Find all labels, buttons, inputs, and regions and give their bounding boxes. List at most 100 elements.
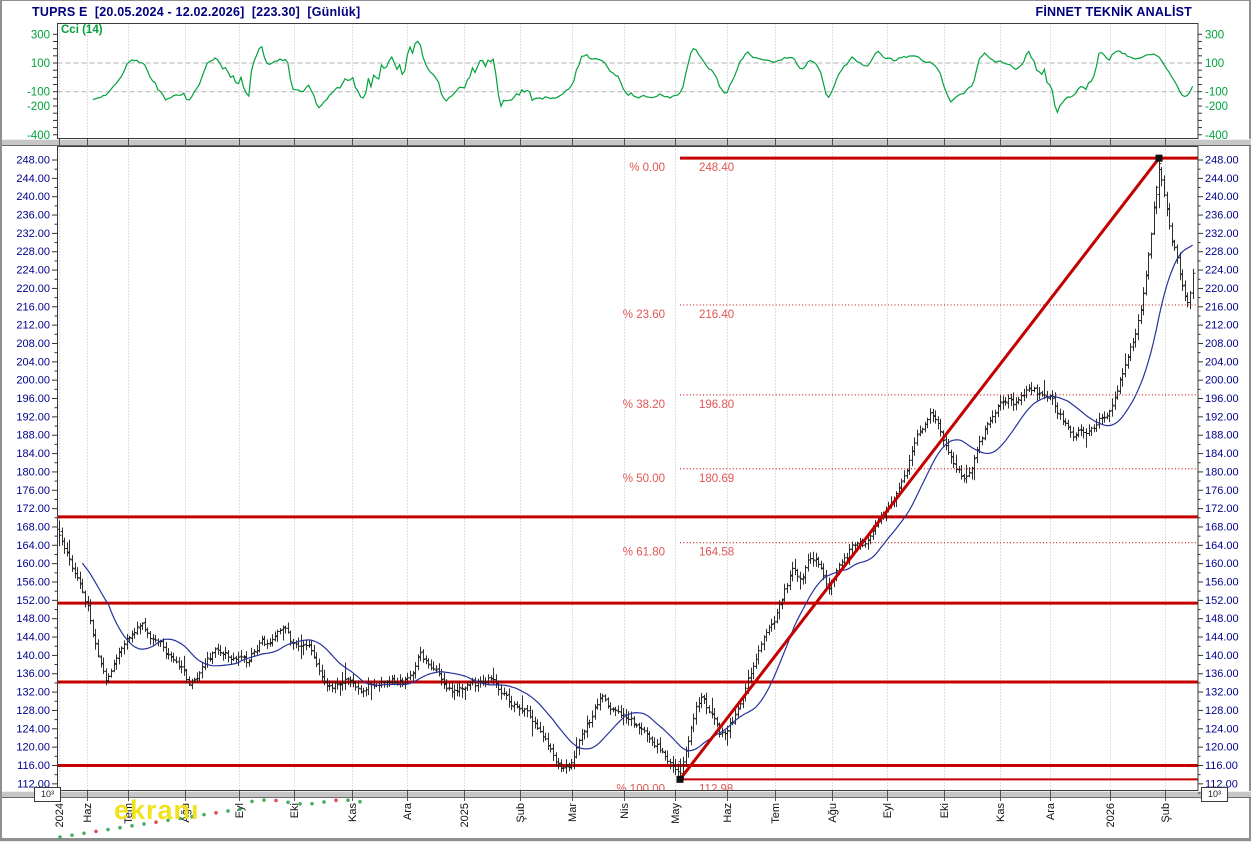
price-axis-label-left: 184.00 bbox=[16, 448, 50, 460]
price-axis-label-left: 132.00 bbox=[16, 687, 50, 699]
price-axis-label-right: 116.00 bbox=[1205, 760, 1238, 772]
app-title: FİNNET TEKNİK ANALİST bbox=[1035, 4, 1192, 19]
x-axis-label: Kas bbox=[995, 803, 1007, 822]
x-axis-label: Nis bbox=[619, 803, 631, 819]
x-axis-label: May bbox=[670, 803, 682, 824]
price-axis-label-left: 240.00 bbox=[16, 191, 50, 203]
trend-endpoint-marker[interactable] bbox=[1155, 154, 1163, 162]
x-axis-label: Tem bbox=[123, 803, 135, 824]
price-axis-label-right: 152.00 bbox=[1205, 595, 1239, 607]
cci-axis-label-right: -200 bbox=[1205, 101, 1228, 113]
price-axis-label-left: 196.00 bbox=[16, 393, 50, 405]
fib-percent-label: % 61.80 bbox=[623, 547, 665, 559]
price-axis-label-right: 180.00 bbox=[1205, 466, 1239, 478]
price-axis-label-left: 172.00 bbox=[16, 503, 50, 515]
price-axis-label-left: 232.00 bbox=[16, 228, 50, 240]
price-axis-label-right: 244.00 bbox=[1205, 173, 1239, 185]
cci-axis-label-left: 100 bbox=[31, 58, 50, 70]
price-axis-label-left: 180.00 bbox=[16, 466, 50, 478]
moving-average-line[interactable] bbox=[81, 244, 1193, 752]
x-axis-label: Tem bbox=[770, 803, 782, 824]
price-axis-label-left: 144.00 bbox=[16, 632, 50, 644]
price-axis-label-right: 136.00 bbox=[1205, 668, 1239, 680]
panel-splitter[interactable] bbox=[2, 139, 1251, 146]
x-axis-label: Mar bbox=[567, 803, 579, 822]
x-axis-label: 2025 bbox=[459, 803, 471, 827]
price-axis-label-right: 124.00 bbox=[1205, 723, 1239, 735]
fib-percent-label: % 50.00 bbox=[623, 473, 665, 485]
price-axis-label-left: 156.00 bbox=[16, 577, 50, 589]
watermark-dot bbox=[58, 835, 62, 839]
price-axis-label-left: 224.00 bbox=[16, 265, 50, 277]
price-axis-label-left: 136.00 bbox=[16, 668, 50, 680]
price-axis-label-left: 176.00 bbox=[16, 485, 50, 497]
price-axis-label-left: 188.00 bbox=[16, 430, 50, 442]
watermark-dot bbox=[70, 833, 74, 837]
watermark-dot bbox=[94, 829, 98, 834]
cci-line[interactable] bbox=[92, 40, 1194, 114]
fib-percent-label: % 0.00 bbox=[629, 162, 665, 174]
cci-axis-label-right: -100 bbox=[1205, 87, 1228, 99]
panel-splitter[interactable] bbox=[2, 791, 1251, 798]
price-axis-label-right: 232.00 bbox=[1205, 228, 1239, 240]
price-axis-label-left: 220.00 bbox=[16, 283, 50, 295]
price-axis-label-right: 164.00 bbox=[1205, 540, 1239, 552]
price-axis-label-left: 204.00 bbox=[16, 356, 50, 368]
fib-value-label: 164.58 bbox=[699, 547, 734, 559]
cci-axis-label-left: 300 bbox=[31, 29, 50, 41]
cci-axis-label-right: 100 bbox=[1205, 58, 1224, 70]
watermark-dot bbox=[106, 827, 110, 832]
price-axis-label-right: 120.00 bbox=[1205, 742, 1239, 754]
price-axis-label-right: 172.00 bbox=[1205, 503, 1239, 515]
price-axis-label-right: 184.00 bbox=[1205, 448, 1239, 460]
scale-box-left: 10³ bbox=[34, 787, 61, 802]
fib-value-label: 180.69 bbox=[699, 473, 734, 485]
price-axis-label-right: 240.00 bbox=[1205, 191, 1239, 203]
watermark-dot bbox=[274, 798, 278, 803]
price-axis-label-right: 220.00 bbox=[1205, 283, 1239, 295]
fib-value-label: 196.80 bbox=[699, 399, 734, 411]
cci-axis-label-left: -400 bbox=[27, 130, 50, 142]
main-plot-area[interactable] bbox=[57, 146, 1199, 791]
x-axis-label: Şub bbox=[515, 803, 527, 823]
cci-plot-area[interactable] bbox=[57, 23, 1199, 139]
x-axis-label: Eki bbox=[289, 803, 301, 818]
watermark-dot bbox=[286, 800, 290, 805]
price-axis-label-left: 120.00 bbox=[16, 742, 50, 754]
watermark-dot bbox=[214, 811, 218, 815]
price-axis-label-left: 228.00 bbox=[16, 246, 50, 258]
chart-title: TUPRS E [20.05.2024 - 12.02.2026] [223.3… bbox=[32, 4, 361, 19]
price-axis-label-left: 248.00 bbox=[16, 155, 50, 167]
price-axis-label-right: 236.00 bbox=[1205, 210, 1239, 222]
trend-endpoint-marker[interactable] bbox=[676, 775, 684, 783]
price-axis-label-left: 116.00 bbox=[17, 760, 50, 772]
watermark-dot bbox=[358, 799, 362, 804]
watermark-dot bbox=[130, 824, 134, 828]
price-axis-label-right: 192.00 bbox=[1205, 411, 1239, 423]
watermark-dot bbox=[238, 807, 242, 811]
price-axis-label-left: 148.00 bbox=[16, 613, 50, 625]
price-axis-label-right: 212.00 bbox=[1205, 320, 1239, 332]
price-axis-label-right: 176.00 bbox=[1205, 485, 1239, 497]
price-axis-label-right: 144.00 bbox=[1205, 632, 1239, 644]
price-axis-label-right: 168.00 bbox=[1205, 521, 1239, 533]
watermark-dot bbox=[82, 831, 86, 836]
trend-line[interactable] bbox=[678, 157, 1161, 781]
watermark-dot bbox=[262, 798, 266, 802]
price-axis-label-right: 156.00 bbox=[1205, 577, 1239, 589]
watermark: ekranı bbox=[114, 795, 200, 825]
price-axis-label-right: 188.00 bbox=[1205, 430, 1239, 442]
price-axis-label-right: 140.00 bbox=[1205, 650, 1239, 662]
price-axis-label-left: 212.00 bbox=[16, 320, 50, 332]
x-axis-label: Kas bbox=[347, 803, 359, 822]
price-axis-label-left: 160.00 bbox=[16, 558, 50, 570]
price-axis-label-right: 200.00 bbox=[1205, 375, 1239, 387]
x-axis-label: Haz bbox=[82, 803, 94, 823]
price-axis-label-right: 224.00 bbox=[1205, 265, 1239, 277]
watermark-dot bbox=[226, 809, 230, 813]
price-bars[interactable] bbox=[57, 158, 1196, 780]
watermark-dot bbox=[190, 814, 194, 819]
price-axis-label-right: 128.00 bbox=[1205, 705, 1239, 717]
